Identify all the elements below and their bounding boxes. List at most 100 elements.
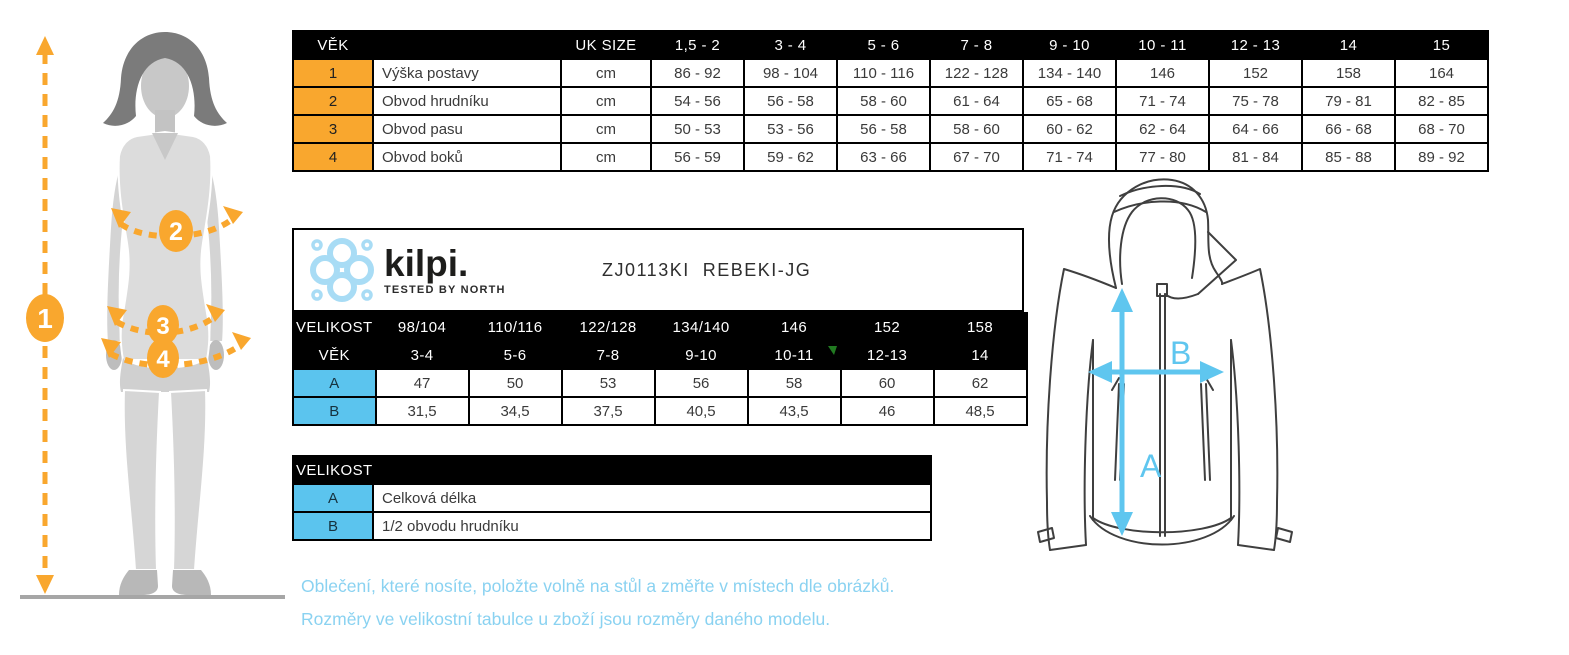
row-label: B bbox=[292, 396, 377, 426]
column-header: 3 - 4 bbox=[743, 30, 838, 60]
column-header: 110/116 bbox=[467, 312, 563, 342]
table-cell: 58 - 60 bbox=[836, 86, 931, 116]
column-header: 122/128 bbox=[560, 312, 656, 342]
svg-text:2: 2 bbox=[169, 218, 183, 246]
table-cell: 43,5 bbox=[746, 396, 842, 426]
table-cell: 75 - 78 bbox=[1208, 86, 1303, 116]
woman-silhouette-diagram: 1 2 3 4 bbox=[20, 32, 285, 599]
kilpi-knot-icon bbox=[310, 238, 374, 302]
table-cell: 58 bbox=[746, 368, 842, 398]
hair bbox=[103, 32, 227, 126]
table-row: 4 Obvod boků cm 56 - 59 59 - 62 63 - 66 … bbox=[292, 142, 1489, 172]
brand-box: kilpi. TESTED BY NORTH ZJ0113KI REBEKI-J… bbox=[292, 228, 1024, 312]
row-label: Výška postavy bbox=[372, 58, 562, 88]
column-header: 7-8 bbox=[560, 340, 656, 370]
brand-tagline: TESTED BY NORTH bbox=[384, 283, 506, 296]
column-header: 9-10 bbox=[653, 340, 749, 370]
column-header: 5 - 6 bbox=[836, 30, 931, 60]
arrow-down-icon bbox=[36, 575, 54, 594]
table-cell: 53 bbox=[560, 368, 656, 398]
column-header: 152 bbox=[839, 312, 935, 342]
table-cell: 71 - 74 bbox=[1115, 86, 1210, 116]
table-cell: 50 bbox=[467, 368, 563, 398]
column-header: UK SIZE bbox=[560, 30, 652, 60]
table-cell: 146 bbox=[1115, 58, 1210, 88]
unit-cell: cm bbox=[560, 142, 652, 172]
column-header: VĚK bbox=[292, 30, 374, 60]
table-cell: 61 - 64 bbox=[929, 86, 1024, 116]
arrow-icon bbox=[107, 306, 127, 326]
column-header: VELIKOST bbox=[292, 455, 932, 485]
arrow-icon bbox=[206, 304, 225, 322]
table-cell: 98 - 104 bbox=[743, 58, 838, 88]
column-header: 10-11 bbox=[746, 340, 842, 370]
column-header: 158 bbox=[932, 312, 1028, 342]
table-header-row: VELIKOST 98/104 110/116 122/128 134/140 … bbox=[292, 312, 1028, 342]
table-cell: 47 bbox=[374, 368, 470, 398]
table-cell: 65 - 68 bbox=[1022, 86, 1117, 116]
row-number: 3 bbox=[292, 114, 374, 144]
table-cell: 67 - 70 bbox=[929, 142, 1024, 172]
table-row: B 31,5 34,5 37,5 40,5 43,5 46 48,5 bbox=[292, 396, 1028, 426]
table-cell: 46 bbox=[839, 396, 935, 426]
table-cell: 58 - 60 bbox=[929, 114, 1024, 144]
body-measurement-figure: 1 2 3 4 bbox=[15, 28, 290, 608]
table-cell: 68 - 70 bbox=[1394, 114, 1489, 144]
table-cell: 62 - 64 bbox=[1115, 114, 1210, 144]
arrow-up-icon bbox=[36, 36, 54, 55]
footer-line: Rozměry ve velikostní tabulce u zboží js… bbox=[301, 609, 831, 629]
table-cell: 60 bbox=[839, 368, 935, 398]
svg-text:A: A bbox=[1140, 448, 1162, 484]
table-cell: 81 - 84 bbox=[1208, 142, 1303, 172]
arrow-icon bbox=[101, 338, 121, 358]
table-row: B 1/2 obvodu hrudníku bbox=[292, 511, 932, 541]
column-header: 1,5 - 2 bbox=[650, 30, 745, 60]
arrow-icon bbox=[111, 208, 131, 228]
unit-cell: cm bbox=[560, 114, 652, 144]
measurement-badge-1: 1 bbox=[26, 294, 64, 342]
column-header: 146 bbox=[746, 312, 842, 342]
footer-note: Oblečení, které nosíte, položte volně na… bbox=[301, 570, 894, 636]
legend-text: Celková délka bbox=[372, 483, 932, 513]
row-label: B bbox=[292, 511, 374, 541]
jacket-measure-b-arrow: B bbox=[1088, 335, 1224, 383]
jacket-diagram: A B bbox=[1030, 172, 1300, 572]
row-label: A bbox=[292, 368, 377, 398]
measurement-badge-2: 2 bbox=[159, 210, 193, 252]
table-cell: 48,5 bbox=[932, 396, 1028, 426]
svg-text:1: 1 bbox=[37, 303, 53, 334]
table-cell: 89 - 92 bbox=[1394, 142, 1489, 172]
table-cell: 164 bbox=[1394, 58, 1489, 88]
table-header-row: VĚK UK SIZE 1,5 - 2 3 - 4 5 - 6 7 - 8 9 … bbox=[292, 30, 1489, 60]
table-row: 1 Výška postavy cm 86 - 92 98 - 104 110 … bbox=[292, 58, 1489, 88]
table-cell: 63 - 66 bbox=[836, 142, 931, 172]
kilpi-logo: kilpi. TESTED BY NORTH bbox=[306, 234, 506, 306]
row-number: 1 bbox=[292, 58, 374, 88]
row-number: 2 bbox=[292, 86, 374, 116]
column-header bbox=[372, 30, 562, 60]
table-cell: 59 - 62 bbox=[743, 142, 838, 172]
table-cell: 134 - 140 bbox=[1022, 58, 1117, 88]
column-header: 15 bbox=[1394, 30, 1489, 60]
table-cell: 40,5 bbox=[653, 396, 749, 426]
row-label: Obvod pasu bbox=[372, 114, 562, 144]
arrow-down-icon bbox=[1111, 512, 1133, 536]
table-cell: 152 bbox=[1208, 58, 1303, 88]
column-header: 134/140 bbox=[653, 312, 749, 342]
column-header: 14 bbox=[1301, 30, 1396, 60]
table-cell: 54 - 56 bbox=[650, 86, 745, 116]
comment-marker-icon bbox=[828, 346, 837, 355]
table-cell: 56 - 58 bbox=[743, 86, 838, 116]
svg-text:4: 4 bbox=[156, 346, 170, 373]
table-cell: 60 - 62 bbox=[1022, 114, 1117, 144]
column-header: 12 - 13 bbox=[1208, 30, 1303, 60]
jacket-measure-a-arrow: A bbox=[1111, 288, 1162, 536]
table-cell: 56 bbox=[653, 368, 749, 398]
column-header: 10 - 11 bbox=[1115, 30, 1210, 60]
column-header: VĚK bbox=[292, 340, 377, 370]
table-cell: 158 bbox=[1301, 58, 1396, 88]
arrow-right-icon bbox=[1200, 361, 1224, 383]
table-cell: 71 - 74 bbox=[1022, 142, 1117, 172]
table-header-row: VĚK 3-4 5-6 7-8 9-10 10-11 12-13 14 bbox=[292, 340, 1028, 370]
table-cell: 85 - 88 bbox=[1301, 142, 1396, 172]
